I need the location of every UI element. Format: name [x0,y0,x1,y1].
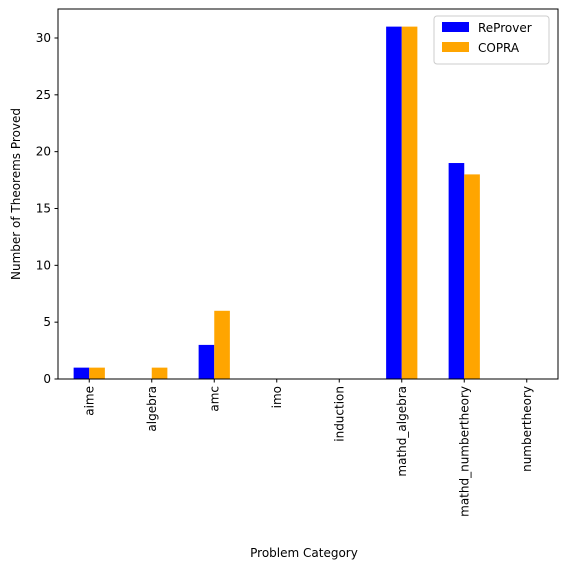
y-tick-label-5: 5 [43,315,51,329]
x-axis-ticks: aime algebra amc imo induction mathd_algebra m… [82,379,534,517]
legend: ReProver COPRA [433,15,550,65]
x-tick-label-mathd_algebra: mathd_algebra [395,386,409,477]
bar-copra-amc [214,310,230,379]
y-tick-label-15: 15 [36,201,51,215]
x-tick-label-aime: aime [82,386,96,416]
y-tick-label-20: 20 [36,145,51,159]
y-tick-label-25: 25 [36,88,51,102]
bar-copra-mathd_numbertheory [464,174,480,379]
bar-reprover-aime [73,367,90,379]
x-axis-label: Problem Category [250,546,358,560]
plot-frame [57,8,559,380]
bar-copra-mathd_algebra [401,26,418,379]
x-tick-label-algebra: algebra [145,386,159,432]
bar-reprover-amc [198,344,215,379]
bar-reprover-mathd_numbertheory [448,163,465,379]
x-tick-label-amc: amc [207,386,221,412]
x-tick-label-mathd_numbertheory: mathd_numbertheory [457,386,471,517]
y-axis-ticks: 0 5 10 15 20 25 30 [36,31,58,386]
x-tick-label-induction: induction [332,386,346,442]
bar-copra-algebra [151,367,168,379]
legend-swatch-reprover [442,22,469,32]
bar-copra-aime [89,367,105,379]
x-tick-label-numbertheory: numbertheory [520,386,534,472]
legend-label-reprover: ReProver [478,21,532,35]
bars-group [73,26,480,379]
legend-label-copra: COPRA [478,41,520,55]
y-tick-label-0: 0 [43,372,51,386]
y-tick-label-30: 30 [36,31,51,45]
y-axis-label: Number of Theorems Proved [9,108,23,280]
x-tick-label-imo: imo [270,386,284,408]
legend-swatch-copra [442,42,469,52]
y-tick-label-10: 10 [36,258,51,272]
bar-reprover-mathd_algebra [386,26,402,379]
